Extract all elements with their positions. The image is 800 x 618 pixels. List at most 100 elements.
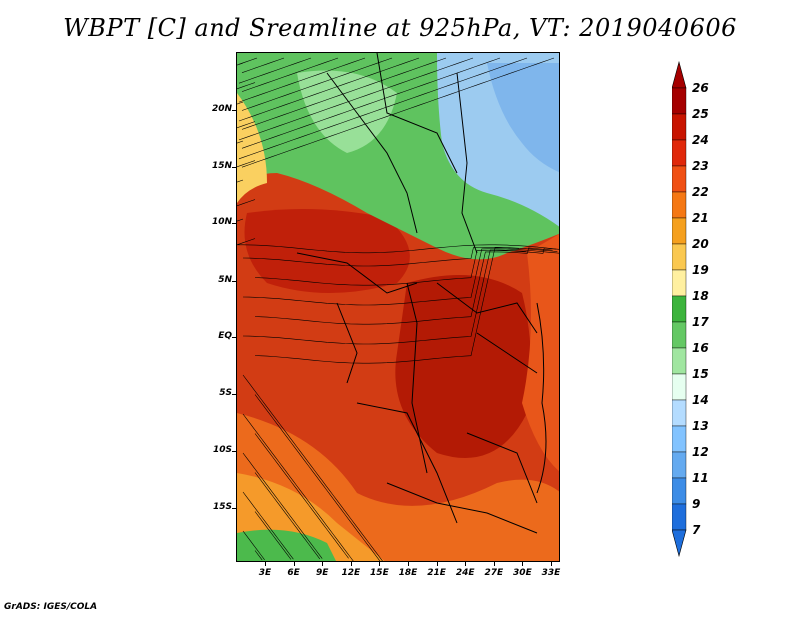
lon-label: 30E: [513, 568, 532, 578]
streamline: [238, 57, 528, 160]
lon-label: 6E: [287, 568, 300, 578]
streamline: [254, 247, 557, 286]
map-canvas: [237, 53, 559, 561]
streamline: [237, 160, 256, 168]
colorbar-label: 14: [692, 393, 709, 407]
country-boundaries: [296, 53, 547, 534]
streamline: [242, 413, 354, 561]
lat-tick: [232, 167, 236, 168]
lon-label: 15E: [370, 568, 389, 578]
map-panel: [236, 52, 560, 562]
streamline: [254, 247, 520, 364]
lon-tick: [408, 562, 409, 566]
wbpt-field-orange-east: [522, 234, 559, 472]
chart-title: WBPT [C] and Sreamline at 925hPa, VT: 20…: [63, 14, 737, 42]
colorbar-band: [672, 295, 687, 323]
streamline: [237, 82, 256, 90]
streamline: [237, 121, 256, 129]
lat-tick: [232, 508, 236, 509]
colorbar-band: [672, 347, 687, 375]
lon-tick: [265, 562, 266, 566]
colorbar-label: 26: [692, 81, 709, 95]
colorbar-band: [672, 399, 687, 427]
streamline: [254, 472, 321, 560]
streamline: [241, 57, 339, 92]
wbpt-field-green-sw: [237, 529, 336, 561]
streamline: [238, 57, 474, 141]
colorbar-band: [672, 321, 687, 349]
lon-label: 3E: [258, 568, 272, 578]
colorbar-label: 25: [692, 107, 709, 121]
streamline: [242, 249, 527, 345]
lon-tick: [322, 562, 324, 566]
lon-label: 33E: [541, 568, 561, 578]
streamline: [254, 433, 349, 559]
streamline: [254, 394, 381, 561]
wbpt-field-blue-ne-core: [487, 63, 559, 173]
lat-tick: [232, 223, 236, 224]
colorbar-label: 11: [692, 471, 709, 485]
lat-tick: [232, 110, 236, 111]
streamline: [238, 57, 312, 84]
colorbar-label: 17: [692, 315, 709, 329]
lon-tick: [493, 562, 495, 566]
lon-tick: [379, 562, 381, 566]
streamline: [242, 530, 265, 560]
streamline: [242, 374, 383, 561]
streamline: [237, 218, 244, 222]
streamline: [237, 179, 244, 183]
colorbar-label: 12: [692, 445, 709, 459]
colorbar: [672, 60, 687, 558]
lon-tick: [350, 562, 352, 566]
lat-label: 5S: [219, 388, 232, 398]
streamline: [254, 550, 263, 561]
colorbar-band: [672, 217, 687, 245]
streamline: [241, 57, 285, 73]
colorbar-band: [672, 139, 687, 167]
lat-label: 5N: [218, 275, 232, 285]
colorbar-band: [672, 451, 687, 479]
colorbar-label: 19: [692, 263, 709, 277]
colorbar-band: [672, 425, 687, 453]
lon-label: 18E: [398, 568, 418, 578]
streamline: [237, 199, 256, 207]
colorbar-band: [672, 165, 687, 193]
lat-label: 15S: [212, 502, 232, 512]
colorbar-bottom-arrow: [672, 529, 687, 558]
streamline: [241, 57, 447, 130]
colorbar-label: 15: [692, 367, 709, 381]
colorbar-label: 24: [692, 133, 709, 147]
colorbar-bands: [672, 60, 687, 558]
lon-label: 27E: [484, 568, 504, 578]
wbpt-field-deep-red-core: [395, 275, 531, 458]
lat-tick: [232, 337, 236, 338]
streamline: [237, 238, 559, 254]
lon-tick: [436, 562, 438, 566]
streamline: [242, 452, 323, 559]
streamline: [238, 57, 420, 122]
colorbar-label: 13: [692, 419, 709, 433]
lon-tick: [293, 562, 295, 566]
streamline: [237, 140, 244, 144]
lat-tick: [232, 451, 236, 452]
colorbar-label: 16: [692, 341, 709, 355]
colorbar-band: [672, 113, 687, 141]
streamline: [242, 247, 558, 267]
lon-label: 12E: [341, 568, 361, 578]
colorbar-band: [672, 477, 687, 505]
colorbar-label: 9: [692, 497, 701, 511]
lon-label: 24E: [455, 568, 475, 578]
streamline: [242, 248, 559, 306]
streamline: [254, 511, 292, 560]
lat-label: 10S: [212, 445, 232, 455]
streamline: [241, 57, 555, 168]
colorbar-band: [672, 503, 687, 531]
footer-credit: GrADS: IGES/COLA: [4, 602, 98, 612]
streamline: [237, 101, 244, 105]
colorbar-label: 23: [692, 159, 709, 173]
colorbar-band: [672, 243, 687, 271]
streamline: [242, 491, 294, 560]
streamline: [254, 247, 553, 325]
lat-label: EQ: [218, 331, 232, 341]
colorbar-band: [672, 373, 687, 401]
